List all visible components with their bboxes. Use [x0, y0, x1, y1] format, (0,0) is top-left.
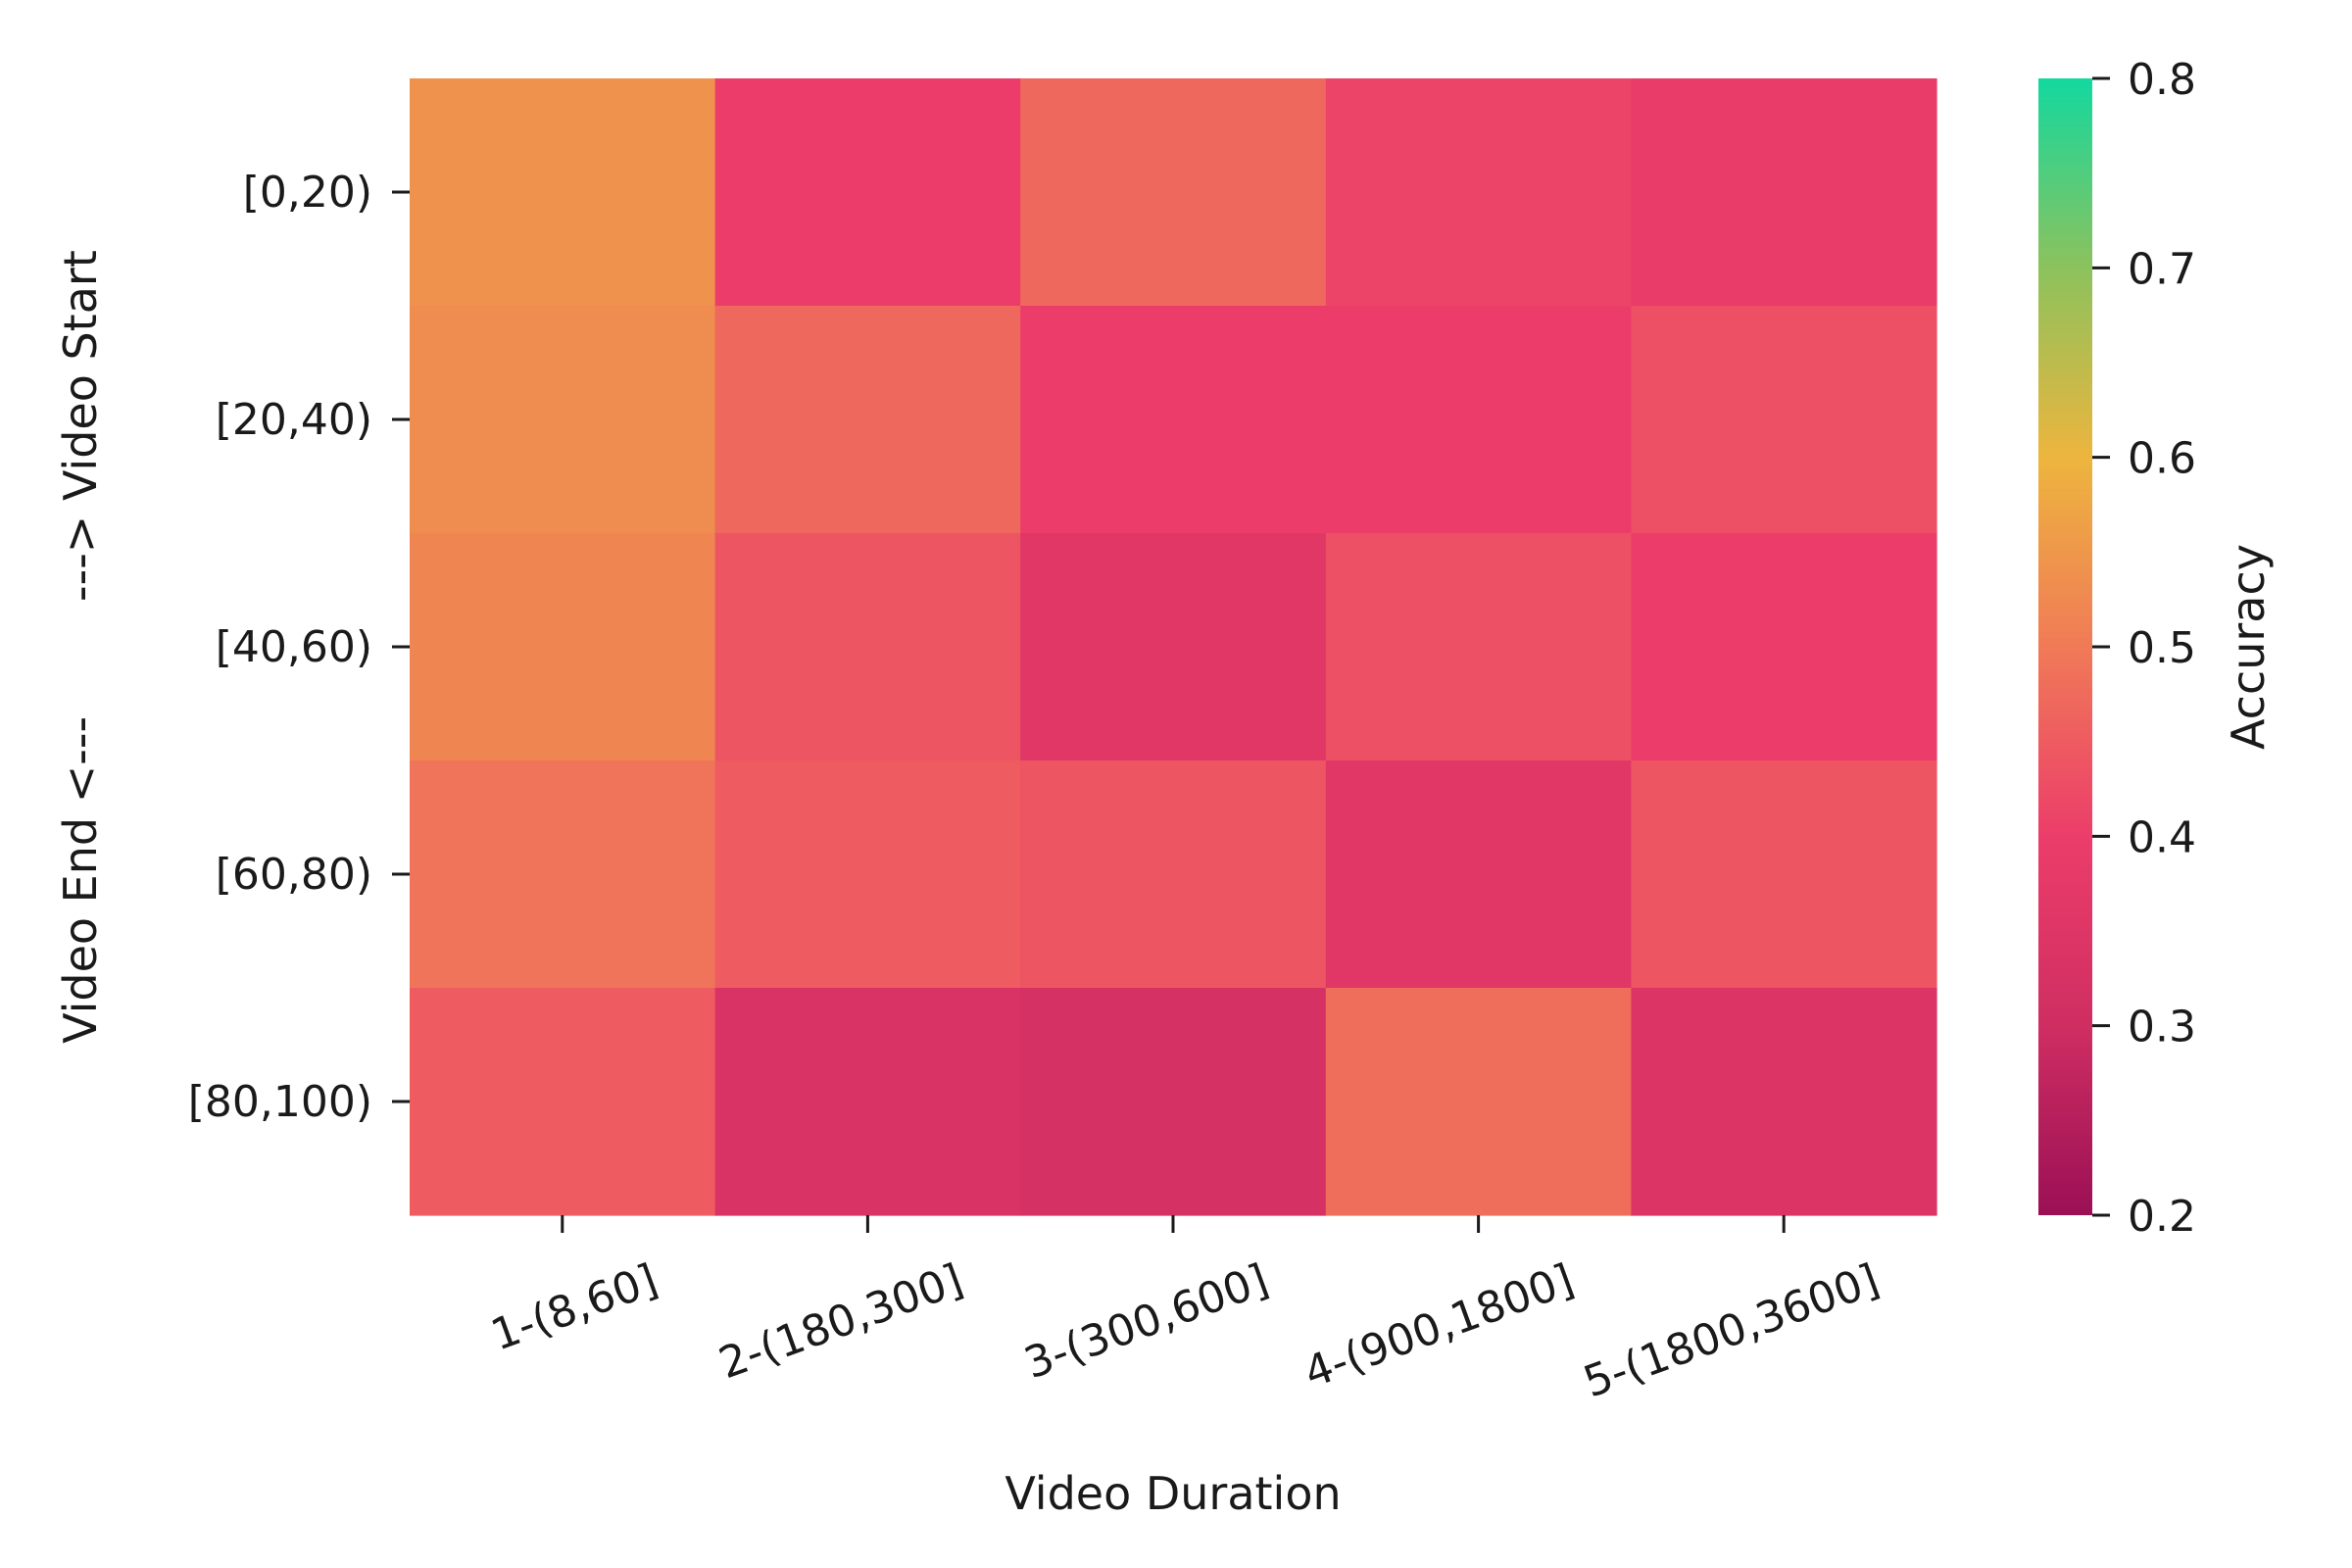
- heatmap-cell-r4-c0: [410, 988, 716, 1216]
- colorbar-ticks: 0.2 0.3 0.4 0.5 0.6 0.7 0.8: [2092, 55, 2196, 1242]
- heatmap-cell-r3-c4: [1631, 760, 1937, 989]
- heatmap-cells: [410, 78, 1937, 1216]
- heatmap-cell-r1-c2: [1020, 306, 1327, 534]
- heatmap-cell-r0-c3: [1325, 78, 1632, 307]
- x-tick-label: 1-(8,60]: [485, 1254, 664, 1360]
- colorbar-tick-label: 0.4: [2128, 812, 2196, 862]
- heatmap-cell-r4-c3: [1325, 988, 1632, 1216]
- colorbar: [2038, 78, 2092, 1215]
- x-tick-label: 4-(900,1800]: [1298, 1254, 1580, 1397]
- heatmap-cell-r1-c4: [1631, 306, 1937, 534]
- y-tick-label: [20,40): [216, 395, 372, 445]
- colorbar-tick-label: 0.3: [2128, 1003, 2196, 1053]
- heatmap-cell-r3-c2: [1020, 760, 1327, 989]
- y-axis-label: Video End <--- ---> Video Start: [54, 250, 107, 1044]
- colorbar-tick-label: 0.5: [2128, 623, 2196, 673]
- heatmap-cell-r0-c0: [410, 78, 716, 307]
- heatmap-cell-r2-c4: [1631, 533, 1937, 761]
- colorbar-tick-label: 0.8: [2128, 55, 2196, 105]
- y-tick-label: [80,100): [188, 1077, 372, 1127]
- colorbar-tick-label: 0.6: [2128, 434, 2196, 484]
- heatmap-cell-r4-c4: [1631, 988, 1937, 1216]
- x-tick-label: 5-(1800,3600]: [1577, 1254, 1886, 1407]
- heatmap-cell-r2-c3: [1325, 533, 1632, 761]
- x-axis-label: Video Duration: [1004, 1467, 1341, 1520]
- y-tick-label: [60,80): [216, 850, 372, 900]
- heatmap-cell-r3-c1: [714, 760, 1021, 989]
- colorbar-tick-label: 0.2: [2128, 1192, 2196, 1242]
- colorbar-tick-label: 0.7: [2128, 244, 2196, 294]
- heatmap-cell-r4-c2: [1020, 988, 1327, 1216]
- heatmap-cell-r3-c0: [410, 760, 716, 989]
- heatmap-cell-r0-c2: [1020, 78, 1327, 307]
- heatmap-cell-r2-c1: [714, 533, 1021, 761]
- heatmap-cell-r2-c0: [410, 533, 716, 761]
- x-axis-ticks: 1-(8,60] 2-(180,300] 3-(300,600] 4-(900,180…: [485, 1215, 1886, 1407]
- heatmap-cell-r0-c4: [1631, 78, 1937, 307]
- y-tick-label: [0,20): [243, 168, 372, 218]
- heatmap-cell-r1-c1: [714, 306, 1021, 534]
- y-tick-label: [40,60): [216, 622, 372, 672]
- x-tick-label: 2-(180,300]: [712, 1254, 969, 1389]
- heatmap-cell-r1-c0: [410, 306, 716, 534]
- x-tick-label: 3-(300,600]: [1018, 1254, 1275, 1389]
- colorbar-label: Accuracy: [2222, 544, 2275, 750]
- heatmap-cell-r1-c3: [1325, 306, 1632, 534]
- heatmap-cell-r4-c1: [714, 988, 1021, 1216]
- heatmap-cell-r0-c1: [714, 78, 1021, 307]
- heatmap-cell-r2-c2: [1020, 533, 1327, 761]
- heatmap-cell-r3-c3: [1325, 760, 1632, 989]
- y-axis-ticks: [0,20) [20,40) [40,60) [60,80) [80,100): [188, 168, 410, 1127]
